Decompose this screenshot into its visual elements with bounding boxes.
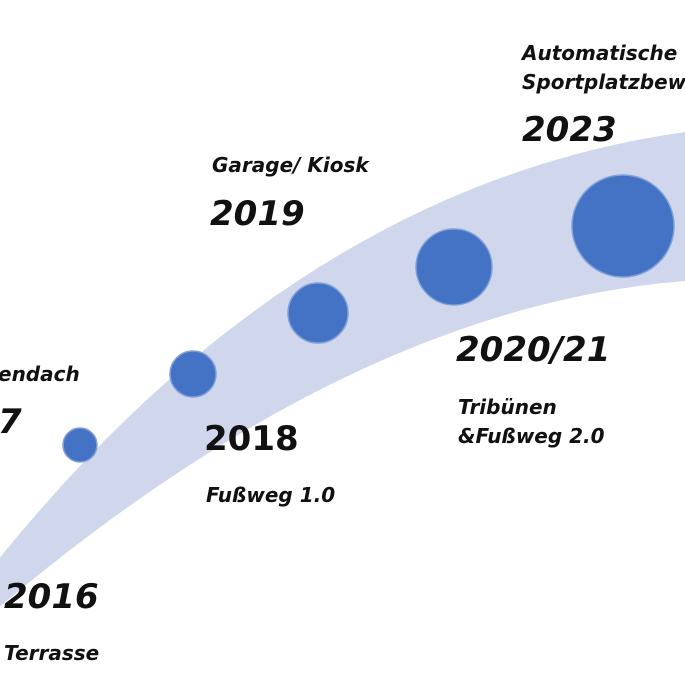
milestone-label-2017: endach bbox=[0, 362, 80, 386]
milestone-dot-2020-21 bbox=[415, 228, 493, 306]
milestone-label-2019: Garage/ Kiosk bbox=[212, 153, 369, 177]
milestone-label-2020-21-line2: &Fußweg 2.0 bbox=[458, 424, 605, 448]
milestone-year-2018: 2018 bbox=[204, 419, 299, 459]
milestone-year-2016: 2016 bbox=[4, 577, 99, 617]
milestone-year-2017: 7 bbox=[0, 402, 22, 442]
milestone-label-2016: Terrasse bbox=[4, 641, 100, 665]
milestone-label-2018: Fußweg 1.0 bbox=[206, 483, 336, 507]
milestone-label-2023-line1: Automatische bbox=[522, 41, 678, 65]
milestone-dot-2018 bbox=[169, 350, 217, 398]
milestone-year-2020-21: 2020/21 bbox=[456, 330, 611, 370]
milestone-dot-2019 bbox=[287, 282, 349, 344]
milestone-year-2019: 2019 bbox=[210, 194, 305, 234]
milestone-dot-2016 bbox=[62, 427, 98, 463]
milestone-dot-2023 bbox=[571, 174, 675, 278]
milestone-label-2023-line2: Sportplatzbew bbox=[522, 70, 685, 94]
timeline-band bbox=[0, 132, 685, 607]
milestone-year-2023: 2023 bbox=[522, 110, 617, 150]
milestone-label-2020-21-line1: Tribünen bbox=[458, 395, 557, 419]
